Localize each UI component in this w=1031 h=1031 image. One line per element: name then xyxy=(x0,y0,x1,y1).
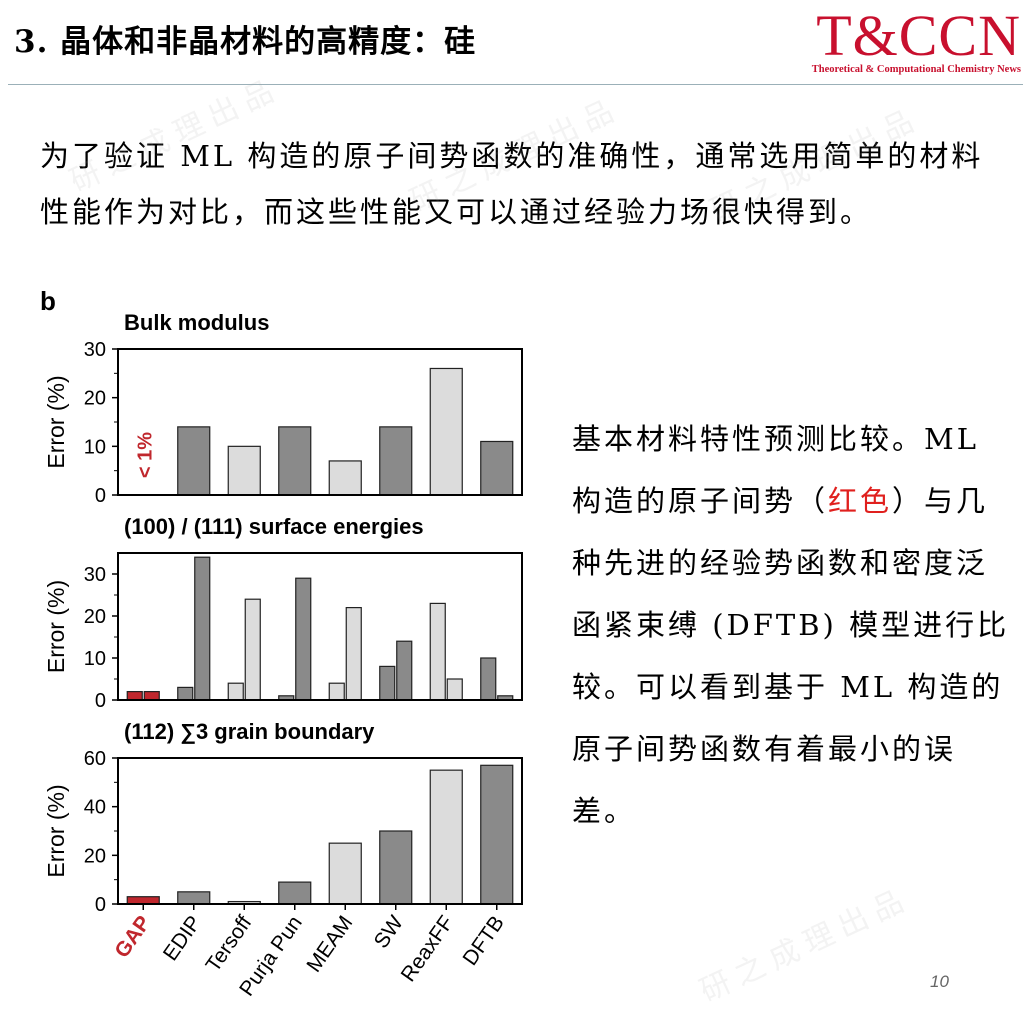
bar-sw-100 xyxy=(379,665,396,701)
y-axis-label: Error (%) xyxy=(43,580,69,673)
y-tick-label: 20 xyxy=(84,845,106,867)
bar-tersoff xyxy=(227,445,261,496)
bar-purja-pun xyxy=(278,881,312,905)
bar-sw xyxy=(379,830,413,905)
logo: T&CCN Theoretical & Computational Chemis… xyxy=(811,3,1021,76)
plot-frame xyxy=(117,757,523,905)
logo-main-text: T&CCN xyxy=(816,3,1021,68)
bar-meam-100 xyxy=(328,682,345,701)
bar-purja-pun-111 xyxy=(295,577,312,701)
description-highlight: 红色 xyxy=(828,484,893,518)
bar-edip-100 xyxy=(177,686,194,701)
bar-dftb xyxy=(480,764,514,905)
x-tick-label: GAP xyxy=(110,912,155,962)
description-part2: ）与几种先进的经验势函数和密度泛函紧束缚 (DFTB) 模型进行比较。可以看到基… xyxy=(572,484,1010,828)
panel-title: (100) / (111) surface energies xyxy=(124,514,424,539)
x-tick-label: MEAM xyxy=(302,912,357,977)
y-tick-label: 0 xyxy=(95,690,106,712)
bar-edip-111 xyxy=(194,556,211,701)
plot-frame xyxy=(117,552,523,701)
x-tick-label: SW xyxy=(370,912,408,953)
x-tick-label: EDIP xyxy=(159,912,206,965)
bar-sw xyxy=(379,426,413,496)
bar-dftb-100 xyxy=(480,657,497,701)
page-number: 10 xyxy=(930,972,949,991)
description-part1: 基本材料特性预测比较。ML 构造的原子间势（ xyxy=(572,422,979,518)
y-tick-label: 0 xyxy=(95,894,106,916)
bar-reaxff-111 xyxy=(446,678,463,701)
description-paragraph: 基本材料特性预测比较。ML 构造的原子间势（红色）与几种先进的经验势函数和密度泛… xyxy=(572,408,1012,842)
bar-tersoff-100 xyxy=(227,682,244,701)
bar-dftb xyxy=(480,440,514,496)
gap-annotation: < 1% xyxy=(134,432,156,478)
bar-meam xyxy=(328,842,362,905)
bar-meam-111 xyxy=(345,606,362,701)
y-tick-label: 20 xyxy=(84,606,106,628)
bar-gap-111 xyxy=(143,690,160,701)
y-tick-label: 10 xyxy=(84,648,106,670)
y-tick-label: 40 xyxy=(84,797,106,819)
y-axis-label: Error (%) xyxy=(43,784,69,877)
page-title: 3. 晶体和非晶材料的高精度：硅 xyxy=(14,24,477,60)
bar-tersoff-111 xyxy=(244,598,261,701)
panel-title: (112) ∑3 grain boundary xyxy=(124,719,375,744)
y-tick-label: 10 xyxy=(84,436,106,458)
plot-frame xyxy=(117,348,523,496)
x-tick-label: ReaxFF xyxy=(397,912,459,986)
bar-reaxff xyxy=(429,769,463,905)
bar-sw-111 xyxy=(396,640,413,701)
y-tick-label: 0 xyxy=(95,485,106,507)
bar-reaxff xyxy=(429,367,463,496)
y-tick-label: 30 xyxy=(84,339,106,361)
bar-edip xyxy=(177,891,211,905)
bar-gap xyxy=(126,896,160,905)
header-divider xyxy=(8,84,1023,85)
y-tick-label: 20 xyxy=(84,388,106,410)
bar-reaxff-100 xyxy=(429,602,446,701)
bar-gap-100 xyxy=(126,690,143,701)
y-axis-label: Error (%) xyxy=(43,375,69,468)
panel-title: Bulk modulus xyxy=(124,310,269,335)
bar-edip xyxy=(177,426,211,496)
logo-subtitle: Theoretical & Computational Chemistry Ne… xyxy=(811,64,1021,75)
x-tick-label: DFTB xyxy=(459,912,509,970)
x-tick-label: Tersoff xyxy=(202,912,257,977)
intro-paragraph: 为了验证 ML 构造的原子间势函数的准确性，通常选用简单的材料性能作为对比，而这… xyxy=(40,139,984,229)
panel-label: b xyxy=(40,286,56,316)
y-tick-label: 60 xyxy=(84,748,106,770)
bar-purja-pun xyxy=(278,426,312,496)
y-tick-label: 30 xyxy=(84,564,106,586)
bar-meam xyxy=(328,460,362,496)
